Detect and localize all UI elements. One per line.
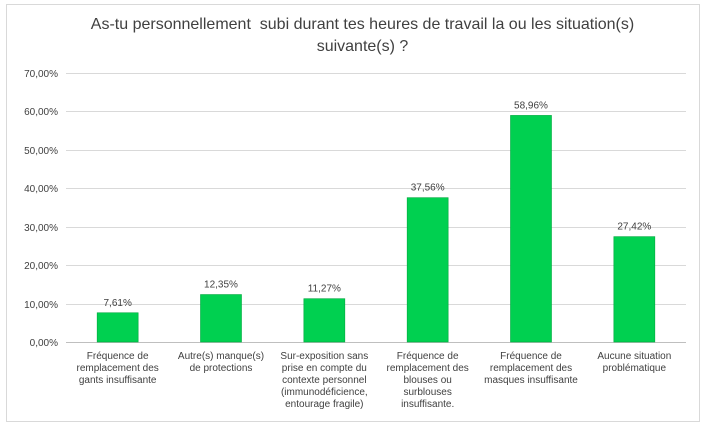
bar (303, 298, 346, 343)
data-label: 27,42% (617, 222, 651, 233)
bar (510, 115, 552, 343)
y-tick-label: 70,00% (24, 69, 58, 80)
y-tick-label: 40,00% (24, 184, 58, 195)
x-category-label: Autre(s) manque(s) de protections (177, 351, 265, 374)
y-tick-label: 20,00% (24, 261, 58, 272)
x-category-label: Fréquence de remplacement des gants insu… (76, 351, 159, 386)
bar (200, 294, 242, 343)
chart-title-line-2: suivante(s) ? (316, 38, 409, 55)
y-tick-label: 0,00% (30, 338, 58, 349)
y-tick-label: 60,00% (24, 107, 58, 118)
chart-title: As-tu personnellement subi durant tes he… (0, 14, 725, 58)
chart-title-line-1: As-tu personnellement subi durant tes he… (90, 16, 635, 33)
y-tick-label: 10,00% (24, 300, 58, 311)
data-label: 58,96% (514, 100, 548, 111)
data-label: 37,56% (411, 183, 445, 194)
x-category-label: Sur-exposition sans prise en compte du c… (280, 351, 369, 410)
x-category-label: Aucune situation problématique (597, 351, 672, 374)
data-label: 12,35% (204, 280, 238, 291)
x-category-label: Fréquence de remplacement des masques in… (484, 351, 578, 386)
data-label: 7,61% (103, 298, 131, 309)
bar (406, 197, 449, 343)
bar (613, 236, 656, 343)
bar (96, 312, 139, 343)
y-tick-label: 30,00% (24, 223, 58, 234)
x-category-label: Fréquence de remplacement des blouses ou… (386, 351, 469, 410)
y-tick-label: 50,00% (24, 146, 58, 157)
data-label: 11,27% (308, 284, 341, 295)
